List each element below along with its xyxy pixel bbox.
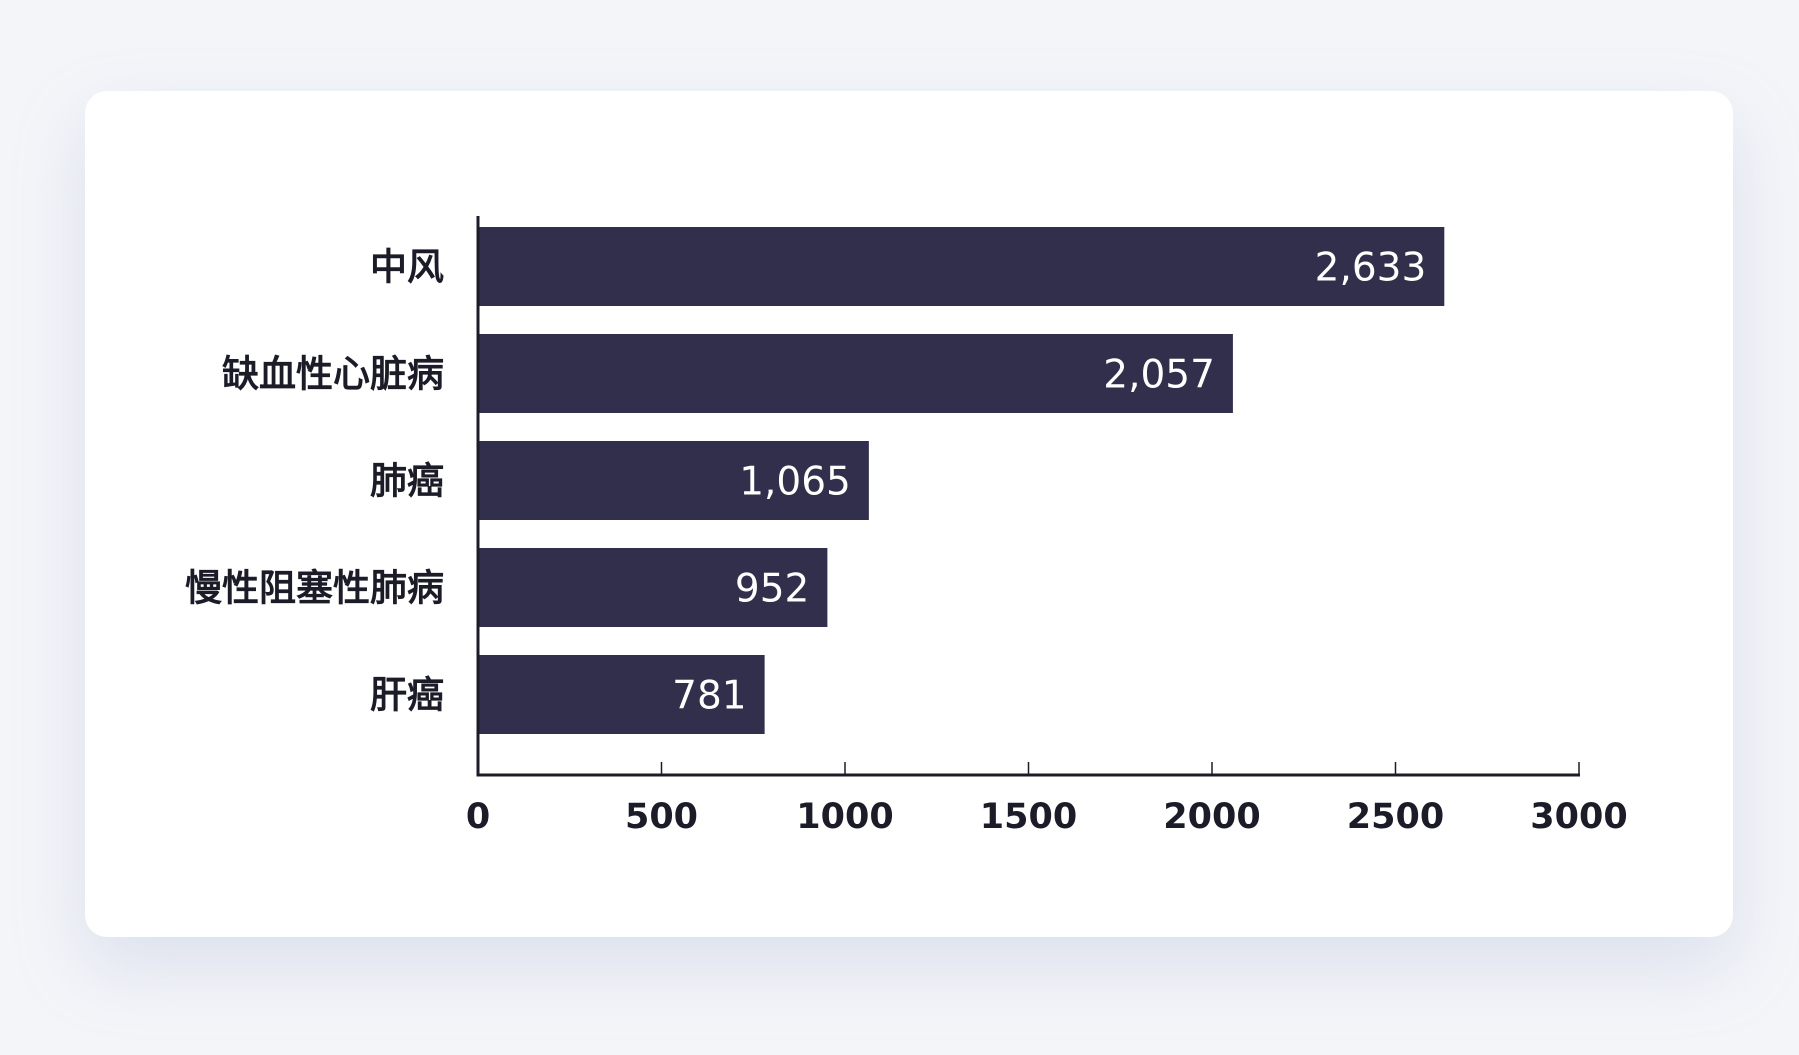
x-tick-label: 1500 — [980, 797, 1077, 837]
bar-4 — [478, 655, 765, 734]
bar-2 — [478, 441, 869, 520]
bars-group — [478, 227, 1445, 734]
axes-group — [476, 216, 1580, 777]
labels-group: 2,633 中风 2,057 缺血性心脏病 1,065 肺癌 952 慢性阻塞性肺病 781 肝癌… — [185, 246, 1628, 838]
bar-3 — [478, 548, 828, 627]
bar-value-label: 1,065 — [739, 460, 851, 505]
bar-value-label: 2,057 — [1103, 353, 1215, 398]
category-label: 肺癌 — [370, 460, 444, 503]
bar-1 — [478, 334, 1233, 413]
x-tick-label: 2000 — [1163, 797, 1260, 837]
category-label: 中风 — [370, 246, 444, 289]
bar-value-label: 2,633 — [1315, 246, 1427, 291]
category-label: 慢性阻塞性肺病 — [185, 567, 444, 610]
category-label: 缺血性心脏病 — [222, 353, 444, 396]
bar-value-label: 952 — [735, 567, 809, 612]
category-label: 肝癌 — [370, 674, 444, 717]
x-tick-label: 2500 — [1347, 797, 1444, 837]
x-tick-label: 3000 — [1530, 797, 1627, 837]
x-tick-label: 500 — [625, 797, 698, 837]
x-tick-label: 1000 — [796, 797, 893, 837]
bar-0 — [478, 227, 1445, 306]
x-tick-label: 0 — [466, 797, 490, 837]
bar-value-label: 781 — [672, 674, 746, 719]
